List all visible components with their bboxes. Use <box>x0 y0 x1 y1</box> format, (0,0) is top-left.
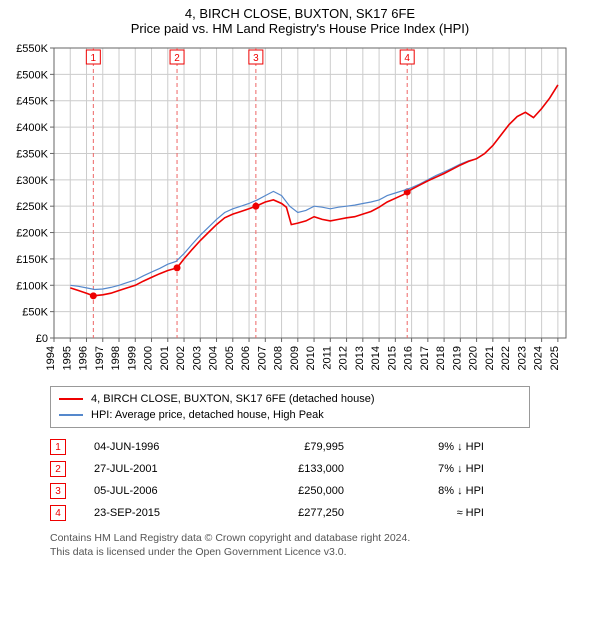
svg-text:£350K: £350K <box>16 148 48 160</box>
svg-text:2021: 2021 <box>484 346 496 370</box>
svg-text:£150K: £150K <box>16 254 48 266</box>
svg-text:2006: 2006 <box>240 346 252 370</box>
svg-text:2022: 2022 <box>500 346 512 370</box>
sale-price: £250,000 <box>234 485 384 497</box>
legend-item: 4, BIRCH CLOSE, BUXTON, SK17 6FE (detach… <box>59 391 521 407</box>
table-row: 4 23-SEP-2015£277,250≈ HPI <box>50 502 600 524</box>
svg-text:2000: 2000 <box>143 346 155 370</box>
svg-text:£0: £0 <box>36 333 48 345</box>
svg-text:2001: 2001 <box>159 346 171 370</box>
svg-text:1994: 1994 <box>45 346 57 370</box>
svg-text:2003: 2003 <box>191 346 203 370</box>
svg-text:2025: 2025 <box>549 346 561 370</box>
svg-text:1996: 1996 <box>78 346 90 370</box>
svg-text:2: 2 <box>174 53 180 64</box>
svg-text:2017: 2017 <box>419 346 431 370</box>
chart-subtitle: Price paid vs. HM Land Registry's House … <box>0 21 600 40</box>
svg-text:2018: 2018 <box>435 346 447 370</box>
svg-text:2009: 2009 <box>289 346 301 370</box>
svg-text:2014: 2014 <box>370 346 382 370</box>
svg-text:£200K: £200K <box>16 228 48 240</box>
chart-svg: £0 £50K £100K £150K £200K £250K £300K £350K £400… <box>10 40 570 380</box>
legend: 4, BIRCH CLOSE, BUXTON, SK17 6FE (detach… <box>50 386 530 428</box>
svg-text:£550K: £550K <box>16 43 48 55</box>
svg-text:2013: 2013 <box>354 346 366 370</box>
svg-text:1995: 1995 <box>61 346 73 370</box>
svg-text:3: 3 <box>253 53 259 64</box>
svg-text:1998: 1998 <box>110 346 122 370</box>
sale-marker-box: 4 <box>50 505 66 521</box>
svg-text:1: 1 <box>91 53 97 64</box>
table-row: 3 05-JUL-2006£250,0008% ↓ HPI <box>50 480 600 502</box>
svg-text:2007: 2007 <box>256 346 268 370</box>
svg-text:£50K: £50K <box>22 307 48 319</box>
sale-delta: 9% ↓ HPI <box>384 441 484 453</box>
sale-marker-box: 1 <box>50 439 66 455</box>
svg-text:2015: 2015 <box>386 346 398 370</box>
svg-text:2020: 2020 <box>468 346 480 370</box>
svg-text:2010: 2010 <box>305 346 317 370</box>
svg-text:£400K: £400K <box>16 122 48 134</box>
svg-text:£450K: £450K <box>16 96 48 108</box>
sale-date: 23-SEP-2015 <box>94 507 234 519</box>
sale-delta: 8% ↓ HPI <box>384 485 484 497</box>
sale-date: 04-JUN-1996 <box>94 441 234 453</box>
svg-text:2004: 2004 <box>208 346 220 370</box>
sale-date: 27-JUL-2001 <box>94 463 234 475</box>
svg-text:2002: 2002 <box>175 346 187 370</box>
table-row: 1 04-JUN-1996£79,9959% ↓ HPI <box>50 436 600 458</box>
sale-price: £133,000 <box>234 463 384 475</box>
sales-table: 104-JUN-1996£79,9959% ↓ HPI227-JUL-2001£… <box>50 436 600 524</box>
sale-price: £79,995 <box>234 441 384 453</box>
legend-swatch <box>59 398 83 400</box>
svg-text:2012: 2012 <box>338 346 350 370</box>
svg-text:£500K: £500K <box>16 69 48 81</box>
sale-date: 05-JUL-2006 <box>94 485 234 497</box>
footer-attribution: Contains HM Land Registry data © Crown c… <box>50 532 550 559</box>
sale-delta: ≈ HPI <box>384 507 484 519</box>
legend-swatch <box>59 414 83 416</box>
svg-text:1997: 1997 <box>94 346 106 370</box>
chart-title: 4, BIRCH CLOSE, BUXTON, SK17 6FE <box>0 0 600 21</box>
svg-text:£300K: £300K <box>16 175 48 187</box>
svg-text:2024: 2024 <box>533 346 545 370</box>
footer-line-2: This data is licensed under the Open Gov… <box>50 546 550 560</box>
svg-text:4: 4 <box>404 53 410 64</box>
svg-text:£250K: £250K <box>16 201 48 213</box>
footer-line-1: Contains HM Land Registry data © Crown c… <box>50 532 550 546</box>
chart-area: £0 £50K £100K £150K £200K £250K £300K £350K £400… <box>10 40 590 380</box>
sale-price: £277,250 <box>234 507 384 519</box>
svg-text:2005: 2005 <box>224 346 236 370</box>
svg-text:£100K: £100K <box>16 280 48 292</box>
legend-label: HPI: Average price, detached house, High… <box>91 409 324 421</box>
sale-marker-box: 2 <box>50 461 66 477</box>
svg-text:2008: 2008 <box>273 346 285 370</box>
table-row: 2 27-JUL-2001£133,0007% ↓ HPI <box>50 458 600 480</box>
svg-text:2019: 2019 <box>451 346 463 370</box>
sale-delta: 7% ↓ HPI <box>384 463 484 475</box>
svg-text:1999: 1999 <box>126 346 138 370</box>
legend-item: HPI: Average price, detached house, High… <box>59 407 521 423</box>
svg-text:2016: 2016 <box>403 346 415 370</box>
legend-label: 4, BIRCH CLOSE, BUXTON, SK17 6FE (detach… <box>91 393 374 405</box>
svg-text:2011: 2011 <box>321 346 333 370</box>
sale-marker-box: 3 <box>50 483 66 499</box>
svg-text:2023: 2023 <box>516 346 528 370</box>
